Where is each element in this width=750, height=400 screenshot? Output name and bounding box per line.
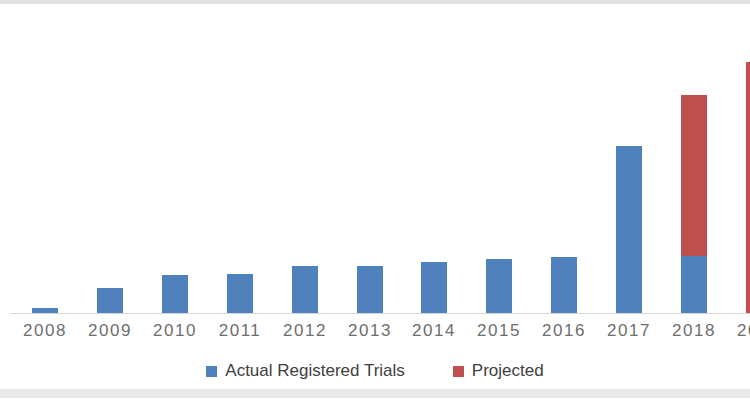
x-tick-2008: 2008 (13, 321, 77, 341)
bar-2009-actual (97, 288, 123, 313)
legend-label-actual: Actual Registered Trials (225, 361, 405, 381)
bar-group-2009 (97, 288, 123, 313)
legend-label-projected: Projected (472, 361, 544, 381)
bar-2008-actual (32, 308, 58, 313)
x-axis-line (10, 313, 750, 314)
x-tick-2019: 2019 (727, 321, 750, 341)
bar-2016-actual (551, 257, 577, 313)
bar-group-2015 (486, 259, 512, 313)
bar-2018-projected (681, 95, 707, 256)
bar-group-2018 (681, 95, 707, 313)
bar-2017-actual (616, 146, 642, 313)
bar-2018-actual (681, 256, 707, 313)
bar-2019-projected (746, 62, 750, 313)
legend-item-projected: Projected (453, 361, 544, 381)
x-tick-2013: 2013 (338, 321, 402, 341)
x-tick-2009: 2009 (78, 321, 142, 341)
chart-image: 2008200920102011201220132014201520162017… (0, 0, 750, 400)
x-tick-2015: 2015 (467, 321, 531, 341)
bar-2015-actual (486, 259, 512, 313)
x-tick-2014: 2014 (402, 321, 466, 341)
bar-2010-actual (162, 275, 188, 313)
legend-swatch-projected (453, 366, 464, 377)
bar-group-2011 (227, 274, 253, 313)
bar-group-2019 (746, 62, 750, 313)
bar-2014-actual (421, 262, 447, 313)
bar-group-2010 (162, 275, 188, 313)
bar-2013-actual (357, 266, 383, 313)
bar-group-2016 (551, 257, 577, 313)
bar-2012-actual (292, 266, 318, 313)
bar-group-2012 (292, 266, 318, 313)
bar-group-2014 (421, 262, 447, 313)
x-tick-2017: 2017 (597, 321, 661, 341)
bottom-border-strip (0, 389, 750, 398)
x-tick-2018: 2018 (662, 321, 726, 341)
bar-group-2008 (32, 308, 58, 313)
legend: Actual Registered Trials Projected (0, 361, 750, 381)
bar-2011-actual (227, 274, 253, 313)
bar-group-2013 (357, 266, 383, 313)
x-tick-2011: 2011 (208, 321, 272, 341)
x-tick-2012: 2012 (273, 321, 337, 341)
legend-item-actual: Actual Registered Trials (206, 361, 405, 381)
plot-area: 2008200920102011201220132014201520162017… (0, 0, 750, 400)
x-tick-2016: 2016 (532, 321, 596, 341)
legend-swatch-actual (206, 366, 217, 377)
bar-group-2017 (616, 146, 642, 313)
x-tick-2010: 2010 (143, 321, 207, 341)
